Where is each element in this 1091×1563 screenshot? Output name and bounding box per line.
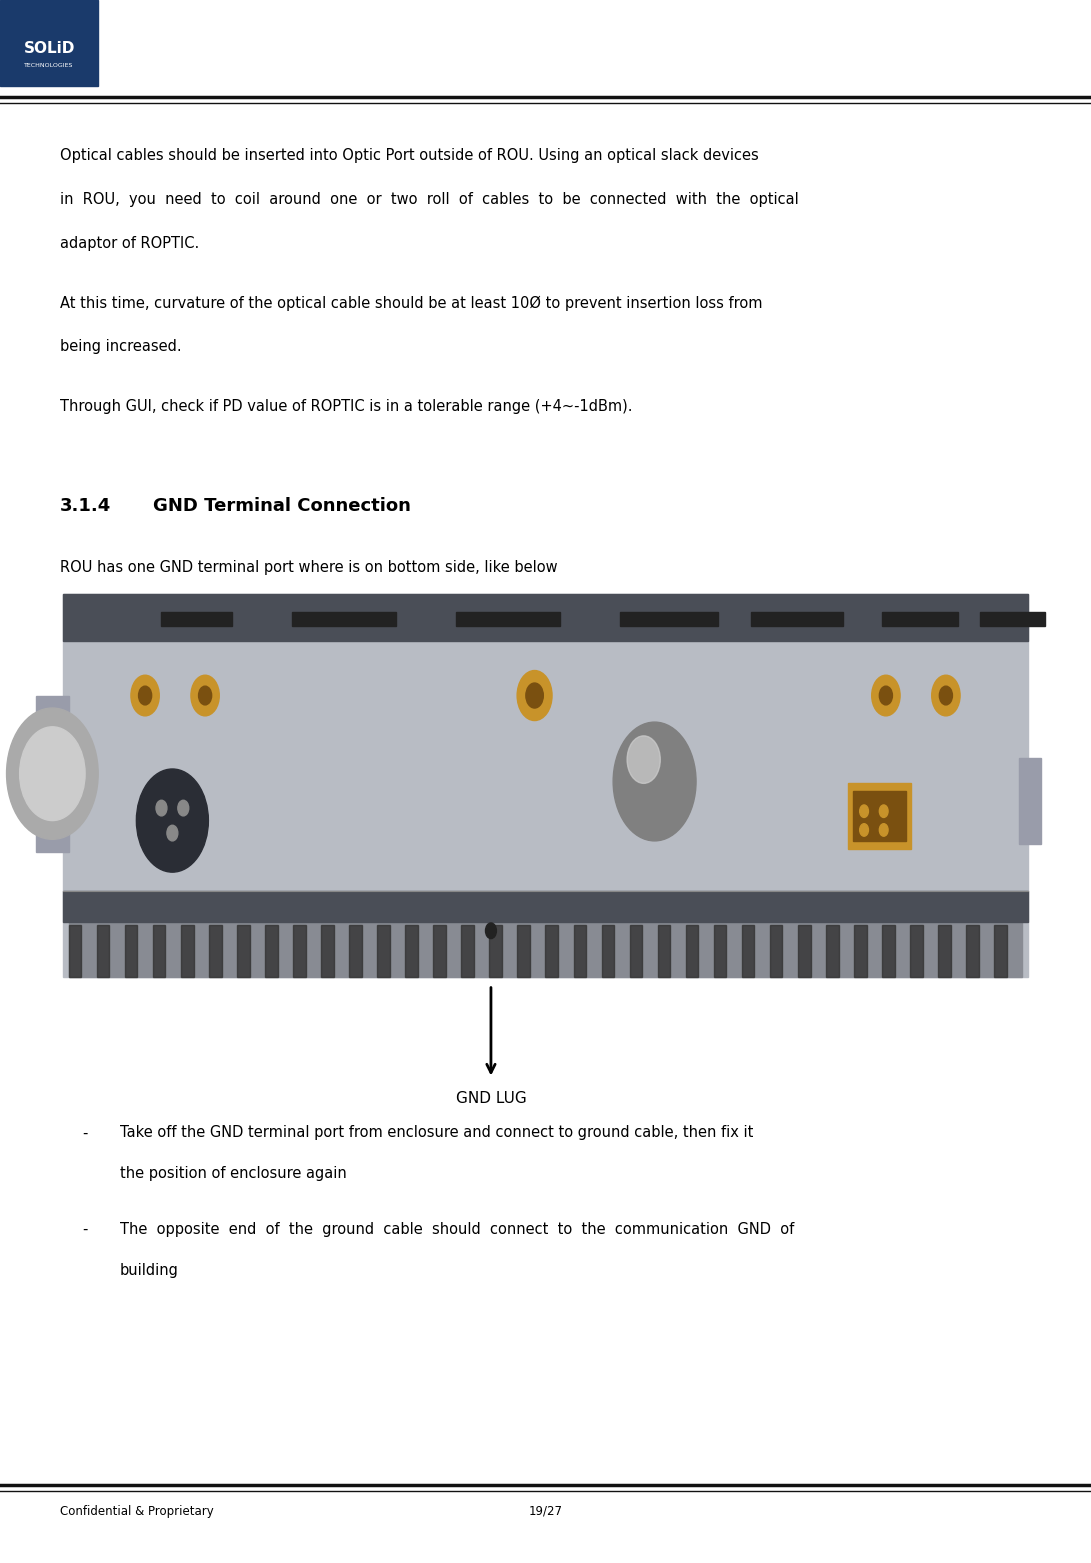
Bar: [209, 925, 221, 977]
Bar: [61, 591, 1030, 980]
Bar: [293, 925, 305, 977]
Text: being increased.: being increased.: [60, 339, 181, 355]
Bar: [848, 783, 911, 849]
Bar: [63, 594, 1028, 977]
Bar: [490, 925, 502, 977]
Bar: [63, 594, 1028, 977]
Circle shape: [7, 708, 98, 839]
Circle shape: [485, 922, 496, 939]
Circle shape: [613, 722, 696, 841]
Bar: [517, 925, 530, 977]
Circle shape: [167, 825, 178, 841]
Bar: [461, 925, 473, 977]
Bar: [153, 925, 166, 977]
Text: The  opposite  end  of  the  ground  cable  should  connect  to  the  communicat: The opposite end of the ground cable sho…: [120, 1222, 794, 1238]
Bar: [658, 925, 670, 977]
Circle shape: [627, 736, 660, 783]
Bar: [237, 925, 250, 977]
Bar: [69, 919, 1022, 977]
Text: -: -: [82, 1222, 87, 1238]
Text: 19/27: 19/27: [528, 1505, 563, 1518]
Circle shape: [20, 727, 85, 821]
Circle shape: [131, 675, 159, 716]
Bar: [265, 925, 278, 977]
Text: GND Terminal Connection: GND Terminal Connection: [153, 497, 410, 516]
Text: -: -: [82, 1125, 87, 1141]
Bar: [321, 925, 334, 977]
Bar: [910, 925, 923, 977]
Bar: [433, 925, 446, 977]
Circle shape: [932, 675, 960, 716]
Bar: [1019, 758, 1041, 844]
Circle shape: [860, 805, 868, 817]
Bar: [770, 925, 782, 977]
Text: Take off the GND terminal port from enclosure and connect to ground cable, then : Take off the GND terminal port from encl…: [120, 1125, 754, 1141]
Bar: [124, 925, 137, 977]
Circle shape: [872, 675, 900, 716]
Text: 3.1.4: 3.1.4: [60, 497, 111, 516]
Circle shape: [199, 686, 212, 705]
Bar: [63, 891, 1028, 922]
Text: TECHNOLOGIES: TECHNOLOGIES: [24, 63, 74, 69]
Circle shape: [517, 671, 552, 721]
Bar: [546, 925, 559, 977]
Text: the position of enclosure again: the position of enclosure again: [120, 1166, 347, 1182]
Circle shape: [939, 686, 952, 705]
Bar: [686, 925, 698, 977]
Text: ROU has one GND terminal port where is on bottom side, like below: ROU has one GND terminal port where is o…: [60, 560, 558, 575]
Text: in  ROU,  you  need  to  coil  around  one  or  two  roll  of  cables  to  be  c: in ROU, you need to coil around one or t…: [60, 192, 799, 208]
Text: At this time, curvature of the optical cable should be at least 10Ø to prevent i: At this time, curvature of the optical c…: [60, 295, 763, 311]
Bar: [36, 696, 69, 852]
Bar: [751, 613, 843, 627]
Text: Through GUI, check if PD value of ROPTIC is in a tolerable range (+4~-1dBm).: Through GUI, check if PD value of ROPTIC…: [60, 399, 633, 414]
Circle shape: [178, 800, 189, 816]
Text: building: building: [120, 1263, 179, 1279]
Bar: [405, 925, 418, 977]
Bar: [349, 925, 362, 977]
Text: SOLiD: SOLiD: [23, 41, 75, 56]
Bar: [714, 925, 727, 977]
Bar: [574, 925, 586, 977]
Circle shape: [191, 675, 219, 716]
Bar: [882, 925, 895, 977]
Circle shape: [526, 683, 543, 708]
Circle shape: [879, 824, 888, 836]
Bar: [967, 925, 979, 977]
Bar: [798, 925, 811, 977]
Circle shape: [860, 824, 868, 836]
Bar: [69, 925, 82, 977]
Circle shape: [879, 805, 888, 817]
Circle shape: [136, 769, 208, 872]
Bar: [601, 925, 614, 977]
Bar: [882, 613, 958, 627]
Bar: [742, 925, 755, 977]
Bar: [292, 613, 396, 627]
Bar: [620, 613, 718, 627]
Bar: [63, 594, 1028, 641]
Bar: [431, 889, 551, 972]
Text: Confidential & Proprietary: Confidential & Proprietary: [60, 1505, 214, 1518]
Bar: [853, 791, 906, 841]
Bar: [0, 0, 98, 86]
Bar: [630, 925, 643, 977]
Circle shape: [139, 686, 152, 705]
Text: GND LUG: GND LUG: [456, 1091, 526, 1107]
Circle shape: [156, 800, 167, 816]
Bar: [377, 925, 389, 977]
Bar: [938, 925, 950, 977]
Bar: [181, 925, 193, 977]
Bar: [456, 613, 560, 627]
Text: adaptor of ROPTIC.: adaptor of ROPTIC.: [60, 236, 200, 252]
Bar: [854, 925, 866, 977]
Bar: [161, 613, 232, 627]
Bar: [994, 925, 1007, 977]
Circle shape: [879, 686, 892, 705]
Text: Optical cables should be inserted into Optic Port outside of ROU. Using an optic: Optical cables should be inserted into O…: [60, 148, 758, 164]
Bar: [97, 925, 109, 977]
Bar: [980, 613, 1045, 627]
Bar: [826, 925, 839, 977]
